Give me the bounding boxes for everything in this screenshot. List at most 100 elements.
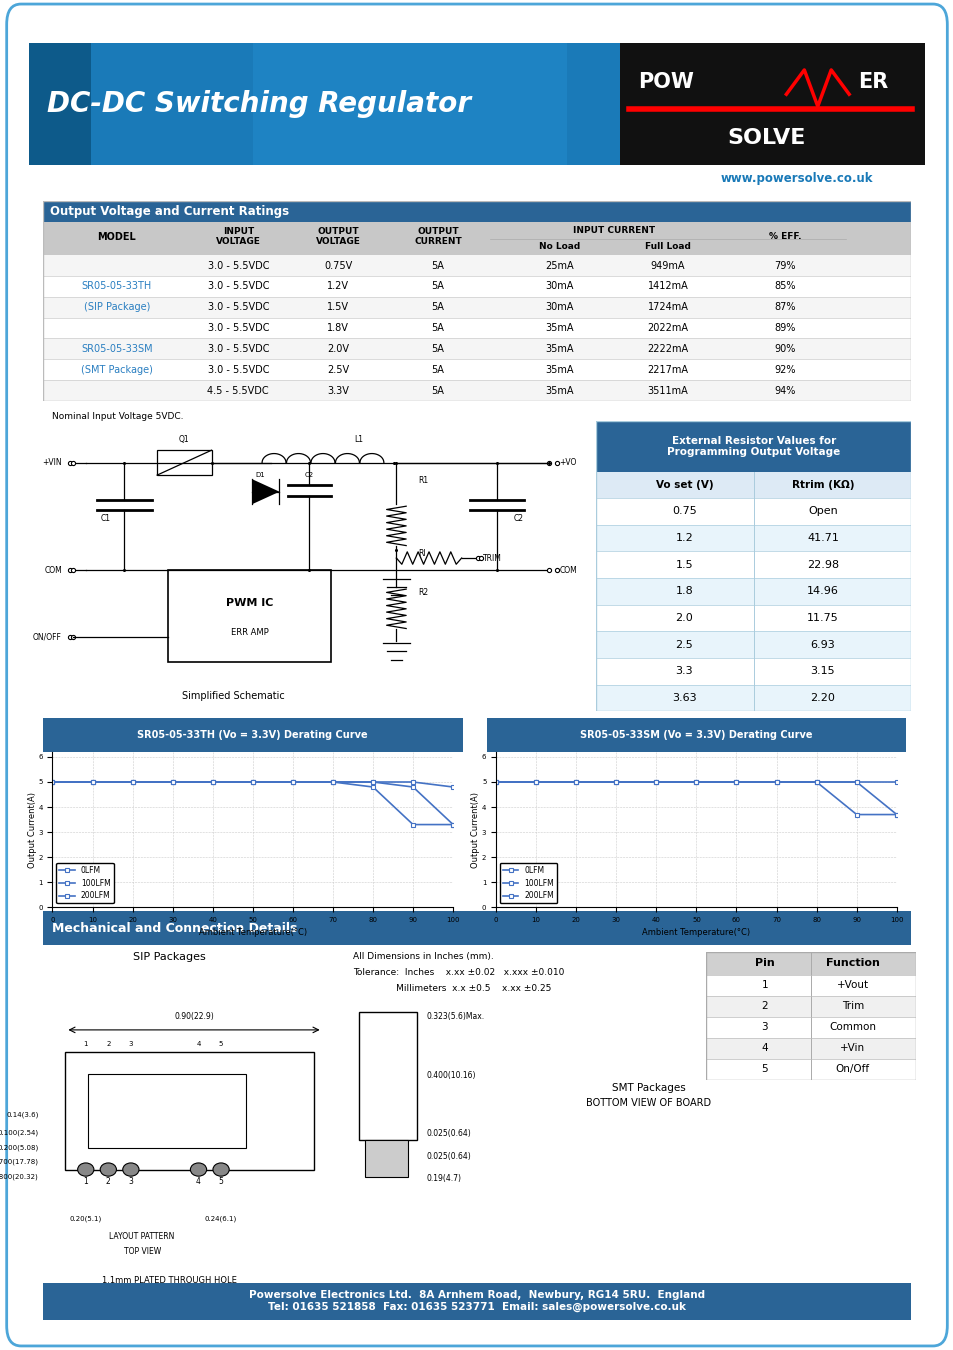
Bar <box>253 43 566 165</box>
Text: +Vin: +Vin <box>840 1044 864 1053</box>
Bar <box>596 684 910 711</box>
Bar <box>596 525 910 551</box>
Text: (SIP Package): (SIP Package) <box>84 302 150 312</box>
Text: 11.75: 11.75 <box>806 613 838 624</box>
0LFM <box>247 774 258 790</box>
Text: Rtrim (KΩ): Rtrim (KΩ) <box>791 481 853 490</box>
Line: 0LFM: 0LFM <box>50 779 456 828</box>
Text: +VO: +VO <box>558 458 577 467</box>
Text: INPUT
VOLTAGE: INPUT VOLTAGE <box>215 227 260 246</box>
Bar <box>157 451 212 475</box>
Line: 200LFM: 200LFM <box>50 779 456 790</box>
200LFM <box>530 774 541 790</box>
Text: C2: C2 <box>292 471 299 477</box>
Text: www.powersolve.co.uk: www.powersolve.co.uk <box>720 171 872 185</box>
Text: 79%: 79% <box>774 261 795 270</box>
200LFM <box>367 774 378 790</box>
Circle shape <box>123 1162 139 1176</box>
Bar <box>88 1075 246 1148</box>
Text: LAYOUT PATTERN: LAYOUT PATTERN <box>110 1233 174 1242</box>
Text: 0.19(4.7): 0.19(4.7) <box>426 1173 461 1183</box>
Text: 3: 3 <box>129 1041 133 1048</box>
Text: No Load: No Load <box>538 242 579 251</box>
Text: 2222mA: 2222mA <box>647 344 688 354</box>
Text: 2217mA: 2217mA <box>647 364 688 375</box>
200LFM <box>730 774 741 790</box>
200LFM <box>47 774 58 790</box>
Text: Full Load: Full Load <box>644 242 690 251</box>
Text: 1412mA: 1412mA <box>647 281 688 292</box>
Circle shape <box>213 1162 229 1176</box>
Text: 1.5: 1.5 <box>675 560 693 570</box>
100LFM <box>207 774 218 790</box>
Text: POW: POW <box>638 72 694 92</box>
Text: 35mA: 35mA <box>545 386 573 396</box>
Text: Millimeters  x.x ±0.5    x.xx ±0.25: Millimeters x.x ±0.5 x.xx ±0.25 <box>353 984 551 994</box>
Text: 0.75: 0.75 <box>671 506 696 517</box>
Text: 2: 2 <box>106 1177 111 1187</box>
100LFM <box>47 774 58 790</box>
Text: 3.0 - 5.5VDC: 3.0 - 5.5VDC <box>208 344 269 354</box>
Text: 90%: 90% <box>774 344 795 354</box>
0LFM <box>690 774 701 790</box>
100LFM <box>327 774 338 790</box>
Text: INPUT CURRENT: INPUT CURRENT <box>572 225 654 235</box>
Text: 89%: 89% <box>774 323 795 333</box>
Bar <box>705 975 915 996</box>
Line: 100LFM: 100LFM <box>50 779 456 828</box>
Text: 4.5 - 5.5VDC: 4.5 - 5.5VDC <box>207 386 269 396</box>
Text: Function: Function <box>825 958 879 968</box>
200LFM <box>127 774 138 790</box>
Text: 2.5V: 2.5V <box>327 364 349 375</box>
Bar <box>66 1052 314 1169</box>
Bar <box>43 255 910 275</box>
Bar <box>596 578 910 605</box>
Text: 35mA: 35mA <box>545 364 573 375</box>
Text: C1: C1 <box>101 514 111 522</box>
Text: 0.20(5.1): 0.20(5.1) <box>70 1216 102 1223</box>
Line: 200LFM: 200LFM <box>493 779 899 784</box>
Text: 85%: 85% <box>774 281 795 292</box>
Text: 94%: 94% <box>774 386 795 396</box>
Text: % EFF.: % EFF. <box>768 232 801 242</box>
200LFM <box>207 774 218 790</box>
Text: 2: 2 <box>760 1002 767 1011</box>
100LFM <box>610 774 621 790</box>
0LFM <box>407 817 418 833</box>
100LFM <box>810 774 821 790</box>
Text: R1: R1 <box>417 477 428 486</box>
Text: 3.0 - 5.5VDC: 3.0 - 5.5VDC <box>208 302 269 312</box>
200LFM <box>447 779 458 795</box>
Text: 1: 1 <box>83 1177 88 1187</box>
Text: 5A: 5A <box>431 281 444 292</box>
Bar <box>43 201 910 223</box>
Bar <box>596 632 910 657</box>
Text: 1.8V: 1.8V <box>327 323 349 333</box>
Bar <box>486 718 905 752</box>
Text: TRIM: TRIM <box>483 554 501 563</box>
0LFM <box>447 817 458 833</box>
Text: 0.800(20.32): 0.800(20.32) <box>0 1173 38 1180</box>
FancyBboxPatch shape <box>7 4 946 1346</box>
Bar <box>43 275 910 297</box>
200LFM <box>407 774 418 790</box>
0LFM <box>770 774 781 790</box>
X-axis label: Ambient Temperature(°C): Ambient Temperature(°C) <box>198 929 307 937</box>
Text: 3: 3 <box>760 1022 767 1033</box>
Bar <box>43 911 910 945</box>
Text: 5A: 5A <box>431 386 444 396</box>
0LFM <box>810 774 821 790</box>
Text: 5: 5 <box>760 1065 767 1075</box>
Text: Simplified Schematic: Simplified Schematic <box>182 691 284 701</box>
Legend: 0LFM, 100LFM, 200LFM: 0LFM, 100LFM, 200LFM <box>56 863 113 903</box>
X-axis label: Ambient Temperature(°C): Ambient Temperature(°C) <box>641 929 750 937</box>
100LFM <box>530 774 541 790</box>
200LFM <box>810 774 821 790</box>
Text: 1.2V: 1.2V <box>327 281 349 292</box>
Text: 6.93: 6.93 <box>810 640 835 649</box>
100LFM <box>490 774 501 790</box>
Text: SIP Packages: SIP Packages <box>132 952 205 963</box>
Text: 4: 4 <box>760 1044 767 1053</box>
Text: 1724mA: 1724mA <box>647 302 688 312</box>
Text: COM: COM <box>558 566 577 575</box>
